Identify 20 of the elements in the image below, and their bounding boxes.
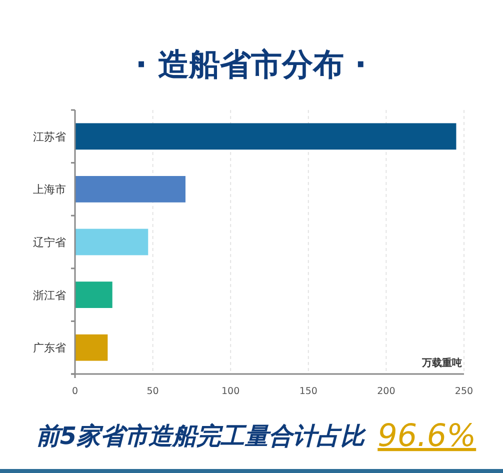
bar (75, 228, 148, 256)
y-tick-label: 辽宁省 (33, 236, 66, 249)
x-tick-label: 50 (146, 386, 159, 397)
y-tick-label: 浙江省 (33, 288, 66, 302)
bar (75, 282, 112, 308)
text: 96.6% (378, 418, 476, 454)
x-tick-label: 250 (454, 386, 474, 397)
bar (75, 123, 456, 150)
y-tick-label: 上海市 (33, 183, 66, 196)
bar (75, 176, 186, 202)
text: 前5家省市造船完工量合计占比 (36, 422, 367, 450)
x-tick-label: 200 (377, 386, 396, 397)
bar (75, 334, 108, 361)
y-tick-label: 江苏省 (33, 130, 66, 144)
x-axis-title: 万载重吨 (421, 357, 462, 369)
chart-title: · 造船省市分布 · (135, 47, 367, 83)
y-tick-label: 广东省 (33, 342, 66, 355)
x-tick-label: 0 (72, 386, 78, 397)
x-tick-label: 100 (222, 386, 240, 397)
x-tick-label: 150 (299, 386, 318, 397)
